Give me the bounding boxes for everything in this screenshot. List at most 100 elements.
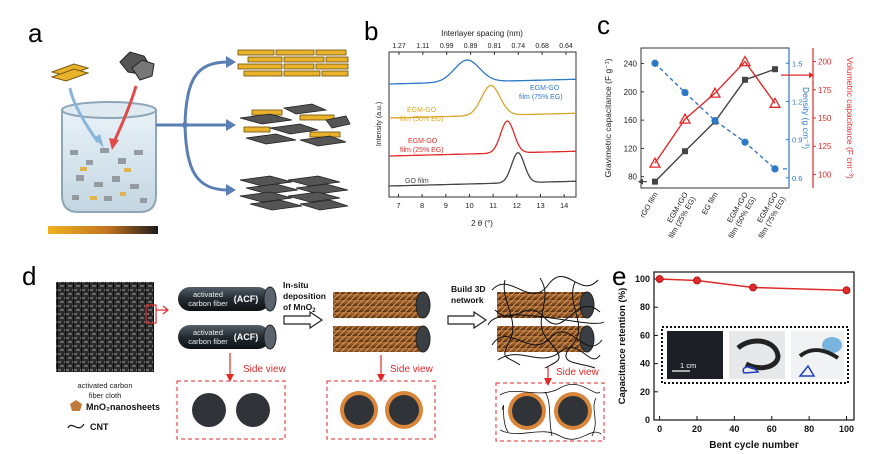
chart-b-top-tick-label: 1.27 [392, 43, 406, 50]
chart-e-xlabel: Bent cycle number [709, 440, 799, 451]
chart-e-point [655, 275, 664, 283]
chart-c-category-label: EGM-rGOfilm (25% EG) [659, 190, 698, 240]
chart-c-left-axis-label: Gravimetric capacitance (F g⁻¹) [603, 58, 613, 177]
chart-c-point-volumetric [768, 96, 782, 108]
chart-b-ylabel: Intensity (a.u.) [376, 102, 383, 146]
chart-b-xrd: Interlayer spacing (nm) Intensity (a.u.)… [376, 29, 577, 228]
chart-c-point-density [771, 165, 779, 173]
chart-e-xtick-label: 0 [657, 424, 662, 434]
chart-c-right2-tick-label: 125 [818, 142, 832, 151]
side-view-label-3: Side view [556, 367, 600, 378]
chart-b-label-25b: film (25% EG) [400, 147, 444, 154]
panel-label-b: b [364, 16, 378, 46]
build-label-1: Build 3D [451, 284, 485, 294]
chart-e-ytick-label: 40 [640, 359, 650, 369]
panel-label-c: c [597, 10, 610, 40]
beaker-rim [61, 101, 157, 119]
chart-c-point-volumetric [648, 156, 662, 168]
chart-e-ytick-label: 20 [640, 387, 650, 397]
go-sheet-icon [119, 51, 155, 81]
chart-b-top-tick-label: 1.11 [416, 43, 429, 50]
chart-b-xtick-label: 7 [396, 201, 400, 210]
cloth-label-2: fiber cloth [89, 391, 122, 400]
acf-2-tag: (ACF) [234, 332, 259, 342]
arrow-go-in [112, 85, 138, 143]
chart-c-left-tick-label: 80 [628, 173, 637, 182]
acf-2-line-1: activated [193, 328, 223, 337]
chart-c-right1-axis-label: Density (g cm⁻³) [801, 87, 811, 149]
side-view-label-2: Side view [390, 364, 434, 375]
zoom-box [145, 304, 157, 324]
chart-c-right2-tick-label: 100 [818, 170, 832, 179]
chart-b-xtick-label: 11 [489, 201, 497, 210]
acf-fiber-1 [178, 287, 270, 311]
chart-c-right1-tick-label: 1.5 [792, 59, 802, 68]
cross-section-acf [176, 380, 286, 440]
chart-c-category-label: EGM-rGOfilm (50% EG) [719, 190, 758, 240]
chart-b-top-tick-label: 0.99 [440, 43, 454, 50]
chart-b-xlabel: 2 θ (°) [471, 219, 493, 228]
chart-e-xtick-label: 80 [804, 424, 814, 434]
beaker-flakes [70, 148, 147, 203]
insitu-label-1: In-situ [283, 280, 309, 290]
chart-e-xtick-label: 20 [692, 424, 702, 434]
carbon-cloth-image [56, 282, 154, 372]
acf-fiber-2 [178, 325, 270, 349]
go-film-stack [239, 175, 349, 211]
chart-c-series-line [654, 60, 776, 164]
chart-b-label-50: EGM-GO [407, 107, 437, 114]
chart-b-series-line [389, 120, 576, 157]
chart-e-inset-photos: 1 cm [661, 326, 849, 384]
chart-b-top-tick-label: 0.74 [511, 43, 525, 50]
chart-c-category-label: rGO film [638, 191, 660, 220]
chart-b-label-go: GO film [405, 178, 429, 185]
cross-section-mno2 [326, 380, 436, 440]
chart-e-point [749, 283, 757, 292]
chart-c-right1-tick-label: 1.2 [792, 97, 802, 106]
chart-b-label-75b: film (75% EG) [519, 94, 563, 101]
insitu-label-3: of MnO2 [283, 302, 316, 314]
arrow-deposition [283, 310, 324, 330]
chart-b-xtick-label: 8 [420, 201, 424, 210]
mno2-rod-2 [333, 326, 423, 352]
chart-b-label-75: EGM-GO [530, 85, 560, 92]
cross-section-cnt [495, 382, 605, 442]
chart-e-ytick-label: 0 [645, 415, 650, 425]
chart-c-left-tick-label: 160 [624, 116, 638, 125]
chart-c-series-line [654, 62, 776, 170]
chart-e-ytick-label: 60 [640, 330, 650, 340]
chart-c-right2-tick-label: 150 [818, 114, 832, 123]
legend-mno2: MnO₂nanosheets [70, 400, 160, 412]
insitu-label-2: deposition [283, 291, 326, 301]
chart-b-label-50b: film (50% EG) [400, 116, 444, 123]
arrow-eg-in [68, 87, 100, 143]
cloth-label-1: activated carbon [77, 381, 132, 390]
chart-c-right2-tick-label: 200 [818, 58, 832, 67]
panel-a-schematic [48, 49, 351, 234]
panel-label-e: e [612, 261, 626, 291]
chart-c-category-label: EG film [700, 191, 720, 217]
chart-c-right2-indicator-head [809, 72, 814, 79]
chart-b-series-line [389, 151, 576, 187]
acf-2-line-2: carbon fiber [188, 337, 228, 346]
chart-c-point-volumetric [738, 55, 752, 67]
legend-mno2-label: MnO₂nanosheets [86, 402, 160, 412]
chart-c-series-line [654, 68, 776, 183]
cnt-network [487, 276, 605, 369]
chart-e-series-line [659, 278, 847, 292]
chart-c-right1-tick-label: 0.6 [792, 174, 802, 183]
acf-1-line-1: activated [193, 290, 223, 299]
chart-c-point-gravimetric [772, 66, 778, 73]
chart-c-point-volumetric [708, 86, 722, 98]
chart-b-top-axis-label: Interlayer spacing (nm) [441, 29, 523, 38]
side-view-label-1: Side view [243, 364, 287, 375]
chart-b-frame [388, 51, 577, 198]
acf-1-tag: (ACF) [234, 294, 259, 304]
chart-c-capacitance: Gravimetric capacitance (F g⁻¹) Density … [603, 47, 855, 240]
chart-b-label-25: EGM-GO [408, 138, 438, 145]
chart-b-xtick-label: 9 [444, 201, 448, 210]
chart-b-series-line [389, 84, 576, 119]
chart-e-point [842, 286, 851, 295]
chart-c-left-tick-label: 200 [624, 88, 638, 97]
